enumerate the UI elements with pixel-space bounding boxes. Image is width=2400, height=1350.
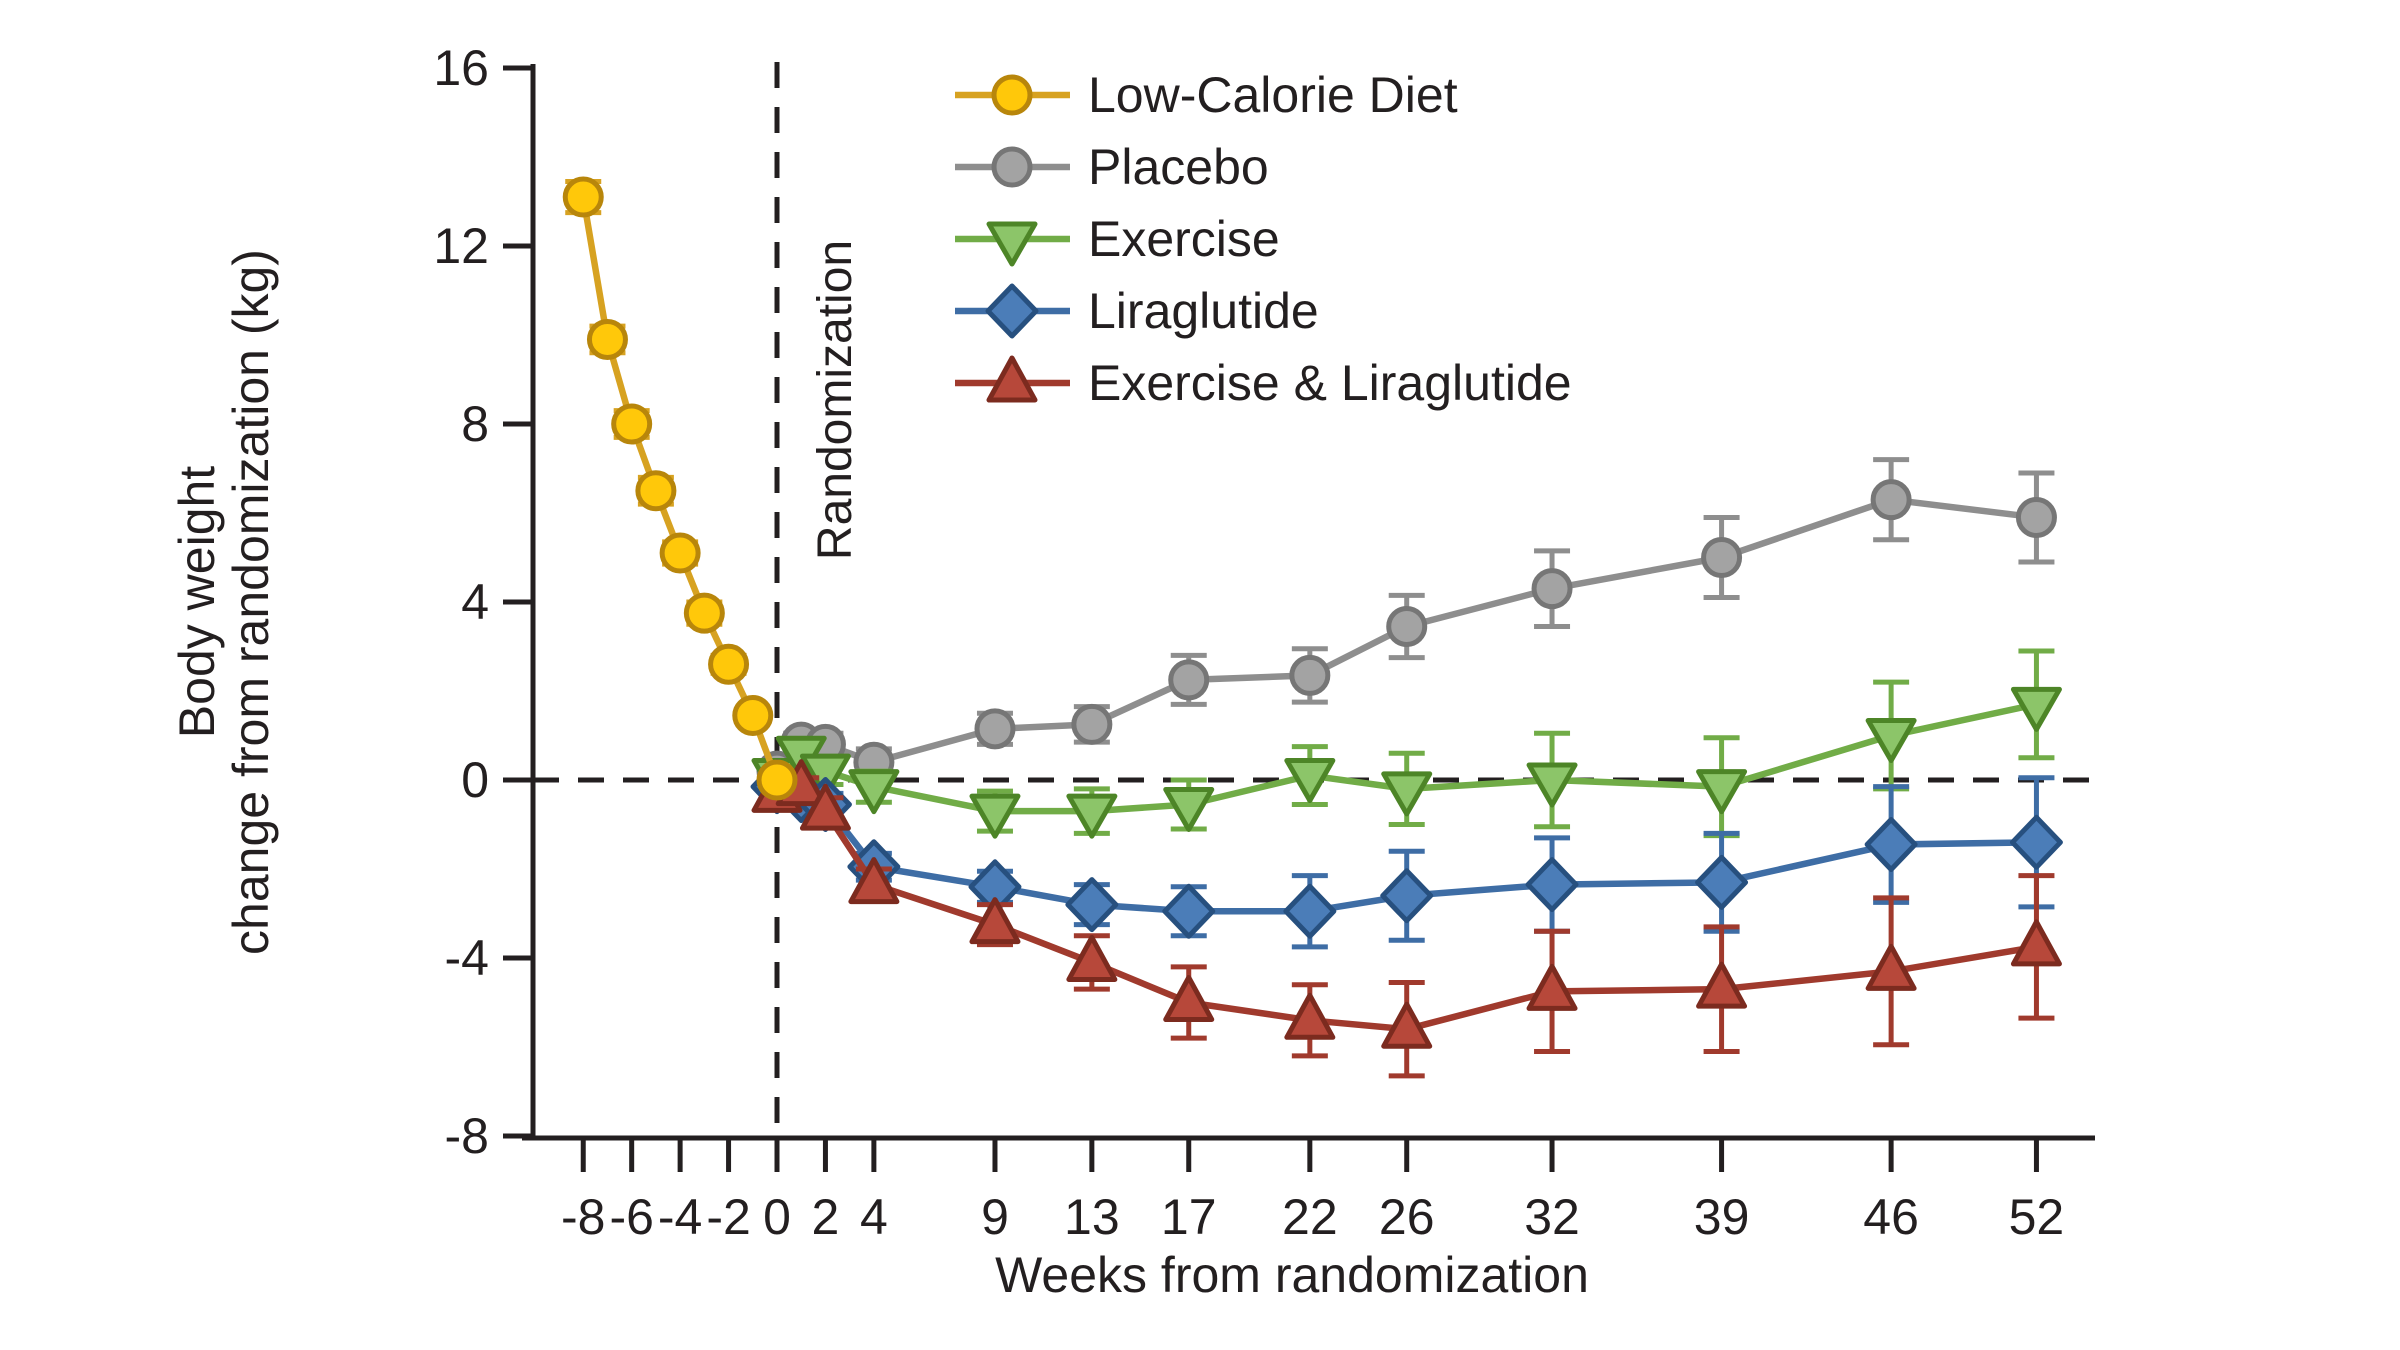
x-tick-label: 9 — [981, 1189, 1009, 1245]
data-point-marker — [1380, 868, 1434, 924]
data-point-marker — [1168, 659, 1210, 701]
data-point-marker — [635, 470, 677, 512]
data-point-marker — [1381, 1001, 1433, 1049]
data-point-marker — [732, 694, 774, 736]
data-point-marker — [1865, 943, 1917, 991]
data-point-marker — [1066, 793, 1118, 839]
legend-item: Low-Calorie Diet — [955, 67, 1458, 123]
series-exercise-liraglutide — [751, 759, 2062, 1079]
data-point-marker — [1066, 934, 1118, 982]
y-tick-label: 0 — [461, 752, 489, 808]
x-tick-label: -4 — [658, 1189, 702, 1245]
data-point-marker — [2010, 919, 2062, 967]
data-point-marker — [1864, 817, 1918, 873]
data-point-marker — [2010, 686, 2062, 732]
data-point-marker — [1283, 883, 1337, 939]
legend-label: Low-Calorie Diet — [1088, 67, 1458, 123]
x-tick-label: 32 — [1524, 1189, 1580, 1245]
y-tick-label: 12 — [433, 218, 489, 274]
data-point-marker — [974, 708, 1016, 750]
data-point-marker — [799, 783, 851, 831]
data-point-marker — [1696, 961, 1748, 1009]
data-point-marker — [1526, 963, 1578, 1011]
legend-label: Placebo — [1088, 139, 1269, 195]
data-point-marker — [1163, 975, 1215, 1022]
data-point-marker — [1071, 703, 1113, 745]
data-point-marker — [1865, 718, 1917, 763]
data-point-marker — [1386, 605, 1428, 647]
data-point-marker — [1163, 786, 1215, 832]
x-tick-label: 2 — [812, 1189, 840, 1245]
y-tick-label: -4 — [445, 930, 489, 986]
x-axis-title: Weeks from randomization — [995, 1247, 1589, 1303]
data-point-marker — [683, 592, 725, 634]
x-tick-label: 39 — [1694, 1189, 1750, 1245]
x-tick-label: 0 — [763, 1189, 791, 1245]
x-tick-label: -6 — [609, 1189, 653, 1245]
x-tick-label: 26 — [1379, 1189, 1435, 1245]
legend-item: Placebo — [955, 139, 1269, 195]
x-tick-label: 52 — [2009, 1189, 2065, 1245]
data-point-marker — [1289, 654, 1331, 696]
data-point-marker — [562, 176, 604, 218]
data-point-marker — [611, 403, 653, 445]
series-line — [579, 193, 781, 784]
data-point-marker — [1525, 857, 1579, 913]
legend-item: Exercise & Liraglutide — [955, 355, 1572, 411]
data-point-marker — [1284, 992, 1336, 1040]
data-point-marker — [756, 759, 798, 801]
data-series — [562, 176, 2063, 1079]
randomization-annotation: Randomization — [809, 240, 862, 560]
x-tick-label: 46 — [1863, 1189, 1919, 1245]
legend-swatch-marker — [986, 221, 1038, 267]
data-point-marker — [1284, 758, 1336, 804]
data-point-marker — [1162, 883, 1216, 939]
y-tick-label: 8 — [461, 396, 489, 452]
legend-swatch-marker — [985, 283, 1039, 339]
legend-label: Liraglutide — [1088, 283, 1319, 339]
data-point-marker — [2015, 496, 2057, 538]
data-point-marker — [848, 857, 900, 905]
data-point-marker — [1870, 479, 1912, 521]
legend-item: Liraglutide — [955, 283, 1319, 339]
x-tick-label: -2 — [706, 1189, 750, 1245]
legend: Low-Calorie Diet Placebo Exercise Liragluti… — [955, 67, 1572, 411]
y-tick-label: 16 — [433, 40, 489, 96]
x-tick-label: 4 — [860, 1189, 888, 1245]
y-tick-label: 4 — [461, 574, 489, 630]
y-axis-title-line2: change from randomization (kg) — [223, 249, 279, 955]
data-point-marker — [1526, 762, 1578, 808]
y-tick-label: -8 — [445, 1108, 489, 1164]
data-point-marker — [969, 897, 1021, 945]
data-point-marker — [969, 793, 1021, 839]
data-point-marker — [1531, 568, 1573, 610]
legend-label: Exercise — [1088, 211, 1280, 267]
data-point-marker — [2009, 814, 2063, 870]
x-tick-label: -8 — [561, 1189, 605, 1245]
data-point-marker — [848, 769, 900, 815]
data-point-marker — [659, 532, 701, 574]
data-point-marker — [1695, 854, 1749, 910]
x-tick-label: 22 — [1282, 1189, 1338, 1245]
data-point-marker — [708, 643, 750, 685]
x-tick-label: 17 — [1161, 1189, 1217, 1245]
data-point-marker — [586, 318, 628, 360]
legend-item: Exercise — [955, 211, 1280, 267]
data-point-marker — [1381, 771, 1433, 817]
data-point-marker — [1701, 537, 1743, 578]
legend-label: Exercise & Liraglutide — [1088, 355, 1572, 411]
legend-swatch-marker — [991, 74, 1033, 116]
series-low-calorie-diet — [562, 176, 798, 801]
legend-swatch-marker — [986, 355, 1038, 403]
data-point-marker — [1065, 877, 1119, 933]
axes — [522, 64, 2095, 1141]
legend-swatch-marker — [991, 146, 1033, 188]
series-placebo — [756, 457, 2057, 792]
y-axis-title-line1: Body weight — [169, 466, 225, 738]
data-point-marker — [1696, 769, 1748, 815]
x-tick-label: 13 — [1064, 1189, 1120, 1245]
